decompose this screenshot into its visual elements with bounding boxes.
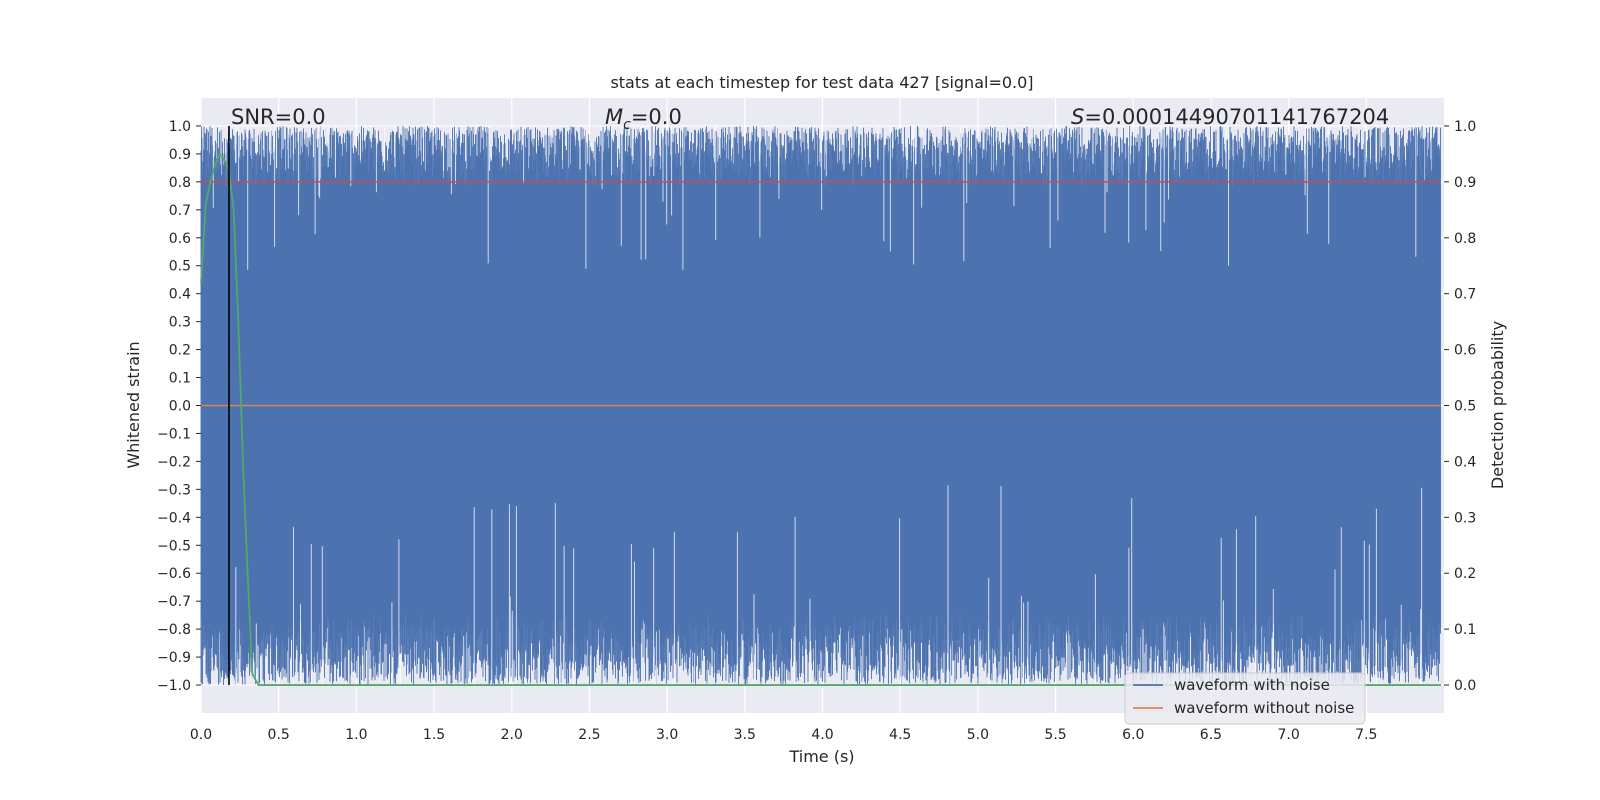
chirp-mass-annotation: Mc=0.0 bbox=[605, 105, 682, 133]
y-tick-label: 0.1 bbox=[169, 371, 191, 387]
x-tick-label: 7.5 bbox=[1355, 727, 1377, 743]
y2-tick-label: 0.9 bbox=[1454, 175, 1476, 191]
y-tick-label: 0.0 bbox=[169, 399, 191, 415]
x-axis-label: Time (s) bbox=[788, 747, 854, 766]
legend-entry-clean: waveform without noise bbox=[1174, 699, 1354, 717]
snr-annotation: SNR=0.0 bbox=[231, 105, 326, 129]
x-tick-label: 0.5 bbox=[268, 727, 290, 743]
x-ticks: 0.0 0.5 1.0 1.5 2.0 2.5 3.0 3.5 4.0 4.5 5.0 5.5 6.0 6… bbox=[190, 727, 1378, 743]
x-tick-label: 5.5 bbox=[1044, 727, 1066, 743]
y-tick-label: −0.8 bbox=[157, 622, 191, 638]
x-tick-label: 3.0 bbox=[656, 727, 678, 743]
x-tick-label: 5.0 bbox=[967, 727, 989, 743]
y2-tick-label: 0.2 bbox=[1454, 566, 1476, 582]
y-tick-label: 0.3 bbox=[169, 315, 191, 331]
statistic-symbol: S bbox=[1071, 105, 1084, 129]
y-ticks: 1.0 0.9 0.8 0.7 0.6 0.5 0.4 0.3 0.2 0.1 0.0 −0.1 −0.… bbox=[157, 119, 201, 694]
legend-box bbox=[1124, 672, 1366, 725]
x-tick-label: 3.5 bbox=[734, 727, 756, 743]
y2-tick-label: 0.8 bbox=[1454, 231, 1476, 247]
x-tick-label: 4.5 bbox=[889, 727, 911, 743]
y-tick-label: −0.3 bbox=[157, 482, 191, 498]
y-tick-label: 0.8 bbox=[169, 175, 191, 191]
x-tick-label: 1.0 bbox=[345, 727, 367, 743]
y2-axis-label: Detection probability bbox=[1488, 321, 1507, 489]
y2-tick-label: 0.3 bbox=[1454, 510, 1476, 526]
y2-tick-label: 0.5 bbox=[1454, 399, 1476, 415]
y-tick-label: 0.2 bbox=[169, 343, 191, 359]
y2-tick-label: 0.6 bbox=[1454, 343, 1476, 359]
detection-probability-line bbox=[200, 152, 1441, 686]
legend-entry-noise: waveform with noise bbox=[1174, 676, 1330, 694]
y-axis-label: Whitened strain bbox=[124, 341, 143, 468]
x-tick-label: 6.5 bbox=[1200, 727, 1222, 743]
y-tick-label: −0.7 bbox=[157, 594, 191, 610]
x-tick-label: 4.0 bbox=[811, 727, 833, 743]
chirp-mass-symbol: M bbox=[605, 105, 623, 129]
y-tick-label: 0.5 bbox=[169, 259, 191, 275]
legend: waveform with noise waveform without noi… bbox=[1124, 672, 1366, 725]
chirp-mass-subscript: c bbox=[623, 117, 631, 133]
series-lines bbox=[200, 125, 1441, 686]
y-tick-label: −0.4 bbox=[157, 510, 191, 526]
y2-ticks: 1.0 0.9 0.8 0.7 0.6 0.5 0.4 0.3 0.2 0.1 0.0 bbox=[1444, 119, 1476, 694]
y-tick-label: −0.9 bbox=[157, 650, 191, 666]
y-tick-label: −0.5 bbox=[157, 538, 191, 554]
chart-title: stats at each timestep for test data 427… bbox=[610, 73, 1033, 92]
y-tick-label: 0.6 bbox=[169, 231, 191, 247]
y-tick-label: −0.1 bbox=[157, 426, 191, 442]
y-tick-label: 0.9 bbox=[169, 147, 191, 163]
statistic-value: =0.00014490701141767204 bbox=[1084, 105, 1389, 129]
x-tick-label: 0.0 bbox=[190, 727, 212, 743]
y-tick-label: −0.2 bbox=[157, 454, 191, 470]
chirp-mass-value: =0.0 bbox=[631, 105, 682, 129]
y2-tick-label: 0.0 bbox=[1454, 678, 1476, 694]
x-tick-label: 7.0 bbox=[1277, 727, 1299, 743]
y2-tick-label: 0.1 bbox=[1454, 622, 1476, 638]
waveform-noise-gaps bbox=[212, 126, 1423, 685]
y-tick-label: 1.0 bbox=[169, 119, 191, 135]
y-tick-label: 0.7 bbox=[169, 203, 191, 219]
y2-tick-label: 0.4 bbox=[1454, 454, 1476, 470]
x-tick-label: 1.5 bbox=[423, 727, 445, 743]
x-tick-label: 6.0 bbox=[1122, 727, 1144, 743]
y2-tick-label: 0.7 bbox=[1454, 287, 1476, 303]
x-tick-label: 2.5 bbox=[578, 727, 600, 743]
y-tick-label: −0.6 bbox=[157, 566, 191, 582]
x-tick-label: 2.0 bbox=[501, 727, 523, 743]
y-tick-label: −1.0 bbox=[157, 678, 191, 694]
y2-tick-label: 1.0 bbox=[1454, 119, 1476, 135]
y-tick-label: 0.4 bbox=[169, 287, 191, 303]
statistic-annotation: S=0.00014490701141767204 bbox=[1071, 105, 1389, 129]
